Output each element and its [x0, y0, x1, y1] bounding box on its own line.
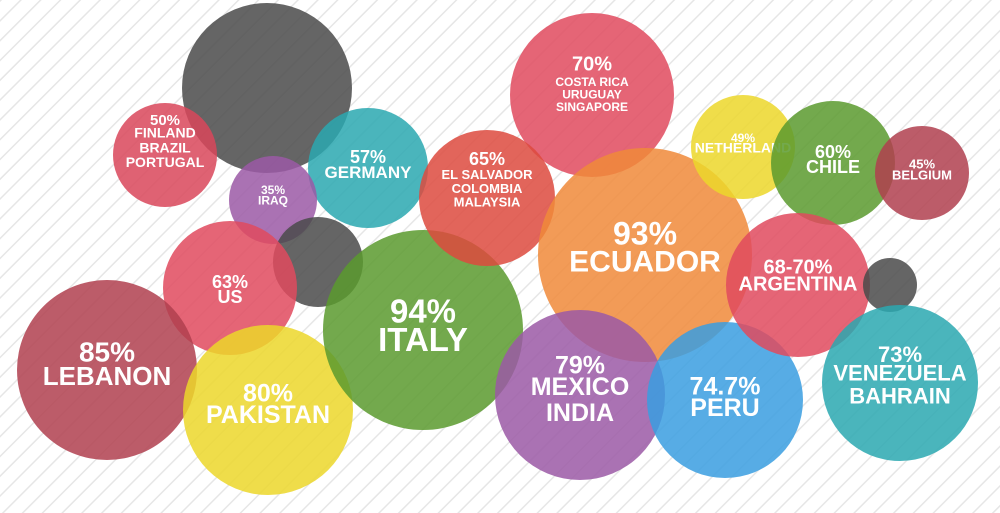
bubble-country: IRAQ	[258, 193, 288, 207]
bubble	[182, 3, 352, 173]
bubble	[510, 13, 674, 177]
bubble-percent: 45%	[909, 156, 935, 171]
bubble-percent: 63%	[212, 272, 248, 292]
bubble-country: ECUADOR	[569, 245, 721, 278]
bubble	[308, 108, 428, 228]
bubble-country: FINLAND	[134, 125, 195, 141]
bubble-percent: 85%	[79, 336, 135, 367]
bubble-percent: 94%	[390, 293, 456, 330]
bubble-country: BELGIUM	[892, 167, 952, 182]
bubble	[726, 213, 870, 357]
bubble-percent: 68-70%	[764, 256, 833, 278]
bubble	[647, 322, 803, 478]
bubble-country: COSTA RICA	[555, 75, 629, 89]
bubble-country: NETHERLAND	[695, 140, 791, 156]
bubble-percent: 35%	[261, 183, 285, 197]
bubble-percent: 93%	[613, 215, 677, 251]
bubble-country: ARGENTINA	[739, 273, 858, 295]
bubble-country: MEXICO	[531, 373, 630, 401]
bubble-percent: 74.7%	[690, 373, 761, 401]
bubble	[863, 258, 917, 312]
bubble-percent: 73%	[878, 342, 922, 367]
bubble	[163, 221, 297, 355]
bubble	[183, 325, 353, 495]
bubble	[822, 305, 978, 461]
bubble-percent: 80%	[243, 380, 293, 408]
bubble	[495, 310, 665, 480]
bubble-country: URUGUAY	[562, 88, 622, 102]
bubble	[17, 280, 197, 460]
bubble-percent: 50%	[150, 112, 180, 129]
bubble-country: COLOMBIA	[452, 181, 523, 196]
bubble-country: BAHRAIN	[849, 384, 950, 409]
bubble-country: GERMANY	[325, 163, 413, 182]
bubble-country: LEBANON	[43, 361, 172, 391]
bubble	[875, 126, 969, 220]
bubble	[538, 148, 752, 362]
bubble	[419, 130, 555, 266]
bubble-percent: 60%	[815, 142, 851, 162]
bubble-country: INDIA	[546, 399, 614, 427]
bubble-percent: 79%	[555, 352, 605, 380]
bubble	[323, 230, 523, 430]
bubble	[229, 156, 317, 244]
bubble-country: SINGAPORE	[556, 100, 628, 114]
bubble-country: VENEZUELA	[833, 361, 966, 386]
bubble-country: PORTUGAL	[126, 154, 205, 170]
bubble-country: MALAYSIA	[454, 195, 521, 210]
bubble-country: EL SALVADOR	[441, 167, 533, 182]
bubble	[691, 95, 795, 199]
bubble	[771, 101, 895, 225]
bubble-country: CHILE	[806, 157, 860, 177]
bubble-country: PAKISTAN	[206, 401, 330, 429]
bubble-country: BRAZIL	[139, 139, 191, 155]
bubble-percent: 49%	[731, 131, 755, 145]
bubble-country: ITALY	[378, 321, 468, 358]
bubble-percent: 70%	[572, 53, 612, 75]
bubble-country: US	[217, 287, 242, 307]
bubble	[113, 103, 217, 207]
bubble-country: PERU	[690, 394, 759, 422]
bubble-percent: 65%	[469, 149, 505, 169]
bubble-percent: 57%	[350, 147, 386, 167]
